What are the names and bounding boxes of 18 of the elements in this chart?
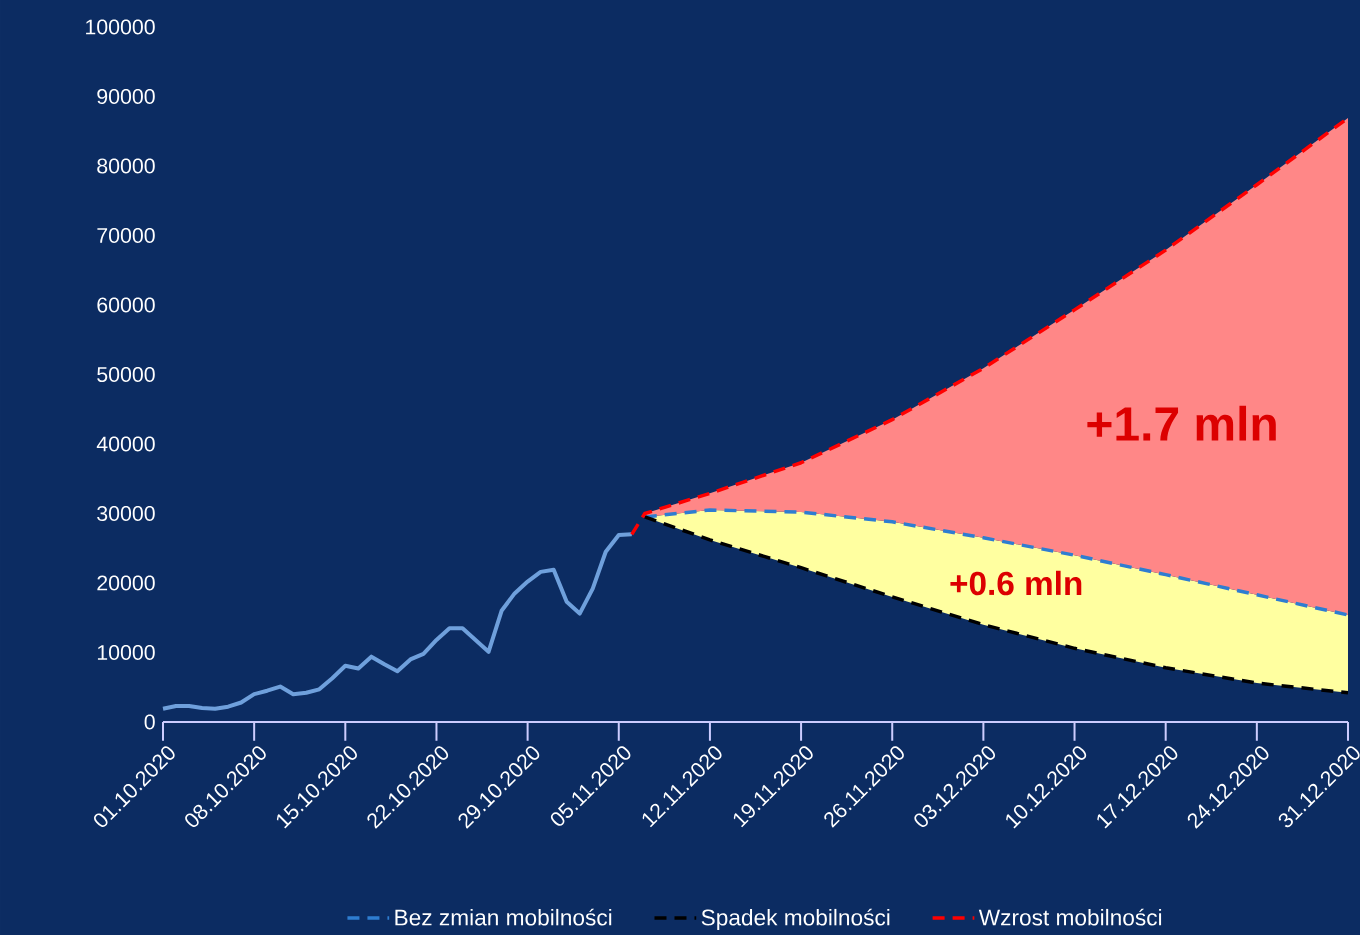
y-tick-label: 20000 xyxy=(97,575,155,591)
y-tick-label: 40000 xyxy=(96,436,155,452)
y-tick-label: 70000 xyxy=(97,227,155,244)
y-tick-label: 0 xyxy=(144,714,155,730)
y-tick-label: 10000 xyxy=(97,644,155,661)
annotation: +1.7 mln xyxy=(1087,405,1276,441)
y-tick-label: 80000 xyxy=(97,158,155,174)
legend-label: Spadek mobilności xyxy=(701,908,890,931)
y-tick-label: 90000 xyxy=(97,88,155,105)
line-series xyxy=(643,508,1350,617)
y-tick-label: 50000 xyxy=(97,366,155,383)
legend-label: Wzrost mobilności xyxy=(978,908,1162,926)
y-tick-label: 60000 xyxy=(97,297,155,313)
y-tick-label: 30000 xyxy=(97,505,155,522)
annotation: +0.6 mln xyxy=(950,570,1082,596)
legend-label: Bez zmian mobilności xyxy=(395,908,612,926)
y-tick-label: 100000 xyxy=(86,19,155,35)
line-series xyxy=(161,532,634,711)
